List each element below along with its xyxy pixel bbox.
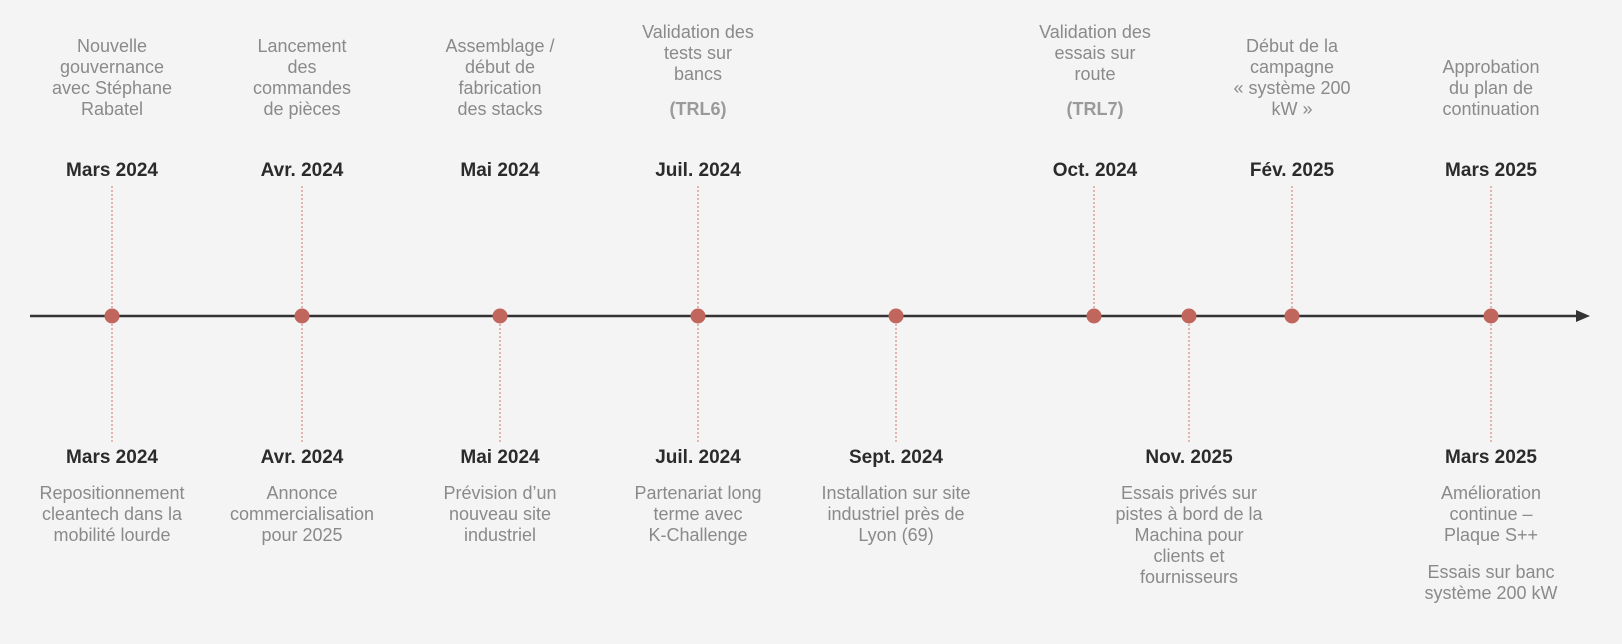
bottom-event-description: Amélioration continue – Plaque S++ [1440, 483, 1542, 545]
bottom-event-date: Juil. 2024 [655, 447, 741, 468]
top-event-description-block: Assemblage / début de fabrication des st… [400, 36, 600, 120]
timeline-marker [104, 308, 120, 324]
top-event-description: Début de la campagne « système 200 kW » [1233, 36, 1351, 119]
timeline-marker [294, 308, 310, 324]
timeline-marker [690, 308, 706, 324]
top-event-description-block: Nouvelle gouvernance avec Stéphane Rabat… [12, 36, 212, 120]
top-event-description: Lancement des commandes de pièces [252, 36, 352, 119]
top-event-description: Validation des essais sur route [1039, 22, 1151, 84]
top-event-date: Oct. 2024 [1052, 160, 1138, 181]
bottom-event-description: Repositionnement cleantech dans la mobil… [39, 483, 185, 545]
bottom-event-description: Annonce commercialisation pour 2025 [229, 483, 375, 545]
bottom-event-description: Essais privés sur pistes à bord de la Ma… [1115, 483, 1263, 587]
top-event-date: Mars 2024 [66, 160, 158, 181]
top-event-description-block: Début de la campagne « système 200 kW » [1192, 36, 1392, 120]
timeline-marker [1284, 308, 1300, 324]
bottom-event-7: Mars 2025 Amélioration continue – Plaque… [1391, 447, 1591, 604]
markers [104, 308, 1499, 324]
top-event-description-block: Lancement des commandes de pièces [202, 36, 402, 120]
bottom-event-3: Mai 2024 Prévision d’un nouveau site ind… [400, 447, 600, 546]
timeline-marker [1086, 308, 1102, 324]
top-event-description-block: Validation des essais sur route (TRL7) [995, 22, 1195, 120]
bottom-event-5: Sept. 2024 Installation sur site industr… [796, 447, 996, 546]
bottom-event-date: Mars 2025 [1445, 447, 1537, 468]
bottom-event-date: Nov. 2025 [1145, 447, 1233, 468]
axis-arrow-icon [1576, 310, 1590, 322]
bottom-event-description: Prévision d’un nouveau site industriel [443, 483, 557, 545]
top-event-description-block: Approbation du plan de continuation [1391, 57, 1591, 120]
top-event-date: Mars 2025 [1445, 160, 1537, 181]
bottom-event-date: Mars 2024 [66, 447, 158, 468]
bottom-event-6: Nov. 2025 Essais privés sur pistes à bor… [1089, 447, 1289, 588]
timeline-marker [1483, 308, 1499, 324]
top-event-description: Assemblage / début de fabrication des st… [445, 36, 555, 119]
top-event-date: Avr. 2024 [260, 160, 344, 181]
timeline-marker [888, 308, 904, 324]
bottom-event-date: Mai 2024 [460, 447, 540, 468]
timeline-marker [492, 308, 508, 324]
top-event-date: Juil. 2024 [655, 160, 741, 181]
bottom-event-1: Mars 2024 Repositionnement cleantech dan… [12, 447, 212, 546]
top-event-note: (TRL6) [669, 99, 727, 119]
top-event-description: Nouvelle gouvernance avec Stéphane Rabat… [51, 36, 173, 119]
bottom-event-description: Partenariat long terme avec K-Challenge [634, 483, 762, 545]
bottom-event-date: Avr. 2024 [260, 447, 344, 468]
top-event-date: Mai 2024 [460, 160, 540, 181]
bottom-event-description: Installation sur site industriel près de… [821, 483, 971, 545]
top-event-description: Approbation du plan de continuation [1442, 57, 1540, 119]
top-event-description: Validation des tests sur bancs [642, 22, 754, 84]
bottom-event-note: Essais sur banc système 200 kW [1424, 562, 1558, 603]
bottom-event-date: Sept. 2024 [849, 447, 943, 468]
bottom-event-2: Avr. 2024 Annonce commercialisation pour… [202, 447, 402, 546]
top-event-note: (TRL7) [1066, 99, 1124, 119]
top-event-description-block: Validation des tests sur bancs (TRL6) [598, 22, 798, 120]
timeline-marker [1181, 308, 1197, 324]
connectors [111, 186, 1492, 442]
top-event-date: Fév. 2025 [1249, 160, 1335, 181]
bottom-event-4: Juil. 2024 Partenariat long terme avec K… [598, 447, 798, 546]
